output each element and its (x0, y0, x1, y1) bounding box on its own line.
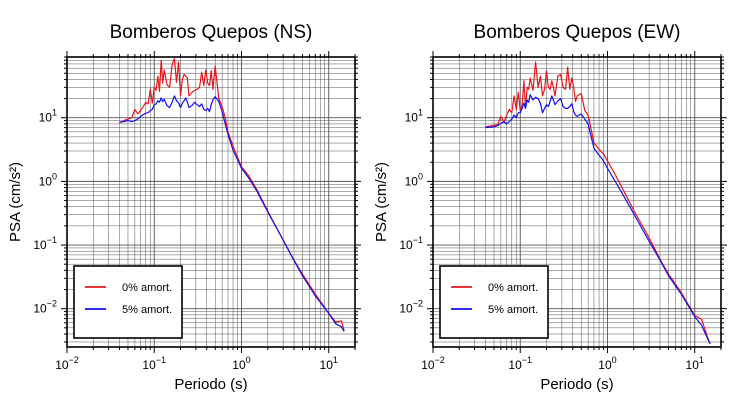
x-tick-base: 10 (232, 358, 246, 372)
chart-panel-1: Bomberos Quepos (EW)10−2 10−1 100 10110−210… (373, 22, 727, 393)
x-tick-label: 10−2 (421, 355, 445, 372)
x-tick-label: 101 (686, 355, 704, 372)
x-tick-label: 100 (598, 355, 616, 372)
legend: 0% amort. 5% amort. (439, 265, 549, 339)
y-axis-label: PSA (cm/s²) (7, 162, 24, 242)
x-tick-exp: −1 (522, 355, 532, 365)
x-tick-base: 10 (55, 358, 69, 372)
y-tick-exp: −2 (413, 299, 423, 309)
series-line-1 (119, 95, 345, 332)
y-tick-base: 10 (33, 302, 47, 316)
y-tick-exp: −2 (47, 299, 57, 309)
y-tick-base: 10 (399, 238, 413, 252)
y-tick-exp: −1 (413, 235, 423, 245)
y-tick-label: 100 (39, 171, 57, 188)
legend: 0% amort. 5% amort. (73, 265, 183, 339)
y-tick-label: 101 (39, 108, 57, 125)
y-tick-label: 10−2 (33, 299, 57, 316)
y-tick-label: 10−1 (33, 235, 57, 252)
x-tick-base: 10 (320, 358, 334, 372)
x-tick-base: 10 (686, 358, 700, 372)
chart-panel-0: Bomberos Quepos (NS)10−2 10−1 100 10110−210… (7, 22, 361, 393)
grid (66, 56, 356, 347)
x-tick-base: 10 (142, 358, 156, 372)
x-tick-label: 100 (232, 355, 250, 372)
y-axis-label: PSA (cm/s²) (373, 162, 390, 242)
series-line-0 (119, 57, 345, 331)
x-tick-base: 10 (421, 358, 435, 372)
x-tick-label: 10−2 (55, 355, 79, 372)
y-tick-exp: 1 (418, 108, 423, 118)
y-tick-base: 10 (405, 111, 419, 125)
legend-label-1: 5% amort. (122, 304, 172, 316)
x-tick-label: 10−1 (142, 355, 166, 372)
x-axis-label: Periodo (s) (174, 376, 247, 393)
y-tick-label: 10−1 (399, 235, 423, 252)
y-tick-exp: 0 (418, 171, 423, 181)
series-line-0 (485, 61, 711, 345)
x-tick-exp: 0 (612, 355, 617, 365)
x-tick-exp: −2 (69, 355, 79, 365)
x-tick-label: 10−1 (508, 355, 532, 372)
x-tick-exp: 1 (333, 355, 338, 365)
x-tick-label: 101 (320, 355, 338, 372)
y-tick-exp: −1 (47, 235, 57, 245)
y-tick-base: 10 (405, 174, 419, 188)
plot-frame (66, 56, 356, 348)
y-tick-base: 10 (39, 111, 53, 125)
y-tick-base: 10 (33, 238, 47, 252)
x-tick-base: 10 (598, 358, 612, 372)
y-tick-label: 100 (405, 171, 423, 188)
x-tick-exp: 0 (246, 355, 251, 365)
y-tick-base: 10 (39, 174, 53, 188)
legend-label-0: 0% amort. (122, 282, 172, 294)
chart-title: Bomberos Quepos (EW) (474, 22, 681, 43)
x-axis-label: Periodo (s) (540, 376, 613, 393)
plot-frame (432, 56, 722, 348)
y-tick-label: 101 (405, 108, 423, 125)
legend-label-0: 0% amort. (488, 282, 538, 294)
series-line-1 (485, 94, 711, 345)
x-tick-exp: −2 (435, 355, 445, 365)
x-tick-exp: 1 (699, 355, 704, 365)
y-tick-base: 10 (399, 302, 413, 316)
y-tick-exp: 0 (52, 171, 57, 181)
legend-box (73, 265, 183, 339)
legend-box (439, 265, 549, 339)
x-tick-exp: −1 (156, 355, 166, 365)
grid (432, 56, 722, 347)
y-tick-label: 10−2 (399, 299, 423, 316)
chart-title: Bomberos Quepos (NS) (110, 22, 313, 43)
x-tick-base: 10 (508, 358, 522, 372)
legend-label-1: 5% amort. (488, 304, 538, 316)
y-tick-exp: 1 (52, 108, 57, 118)
